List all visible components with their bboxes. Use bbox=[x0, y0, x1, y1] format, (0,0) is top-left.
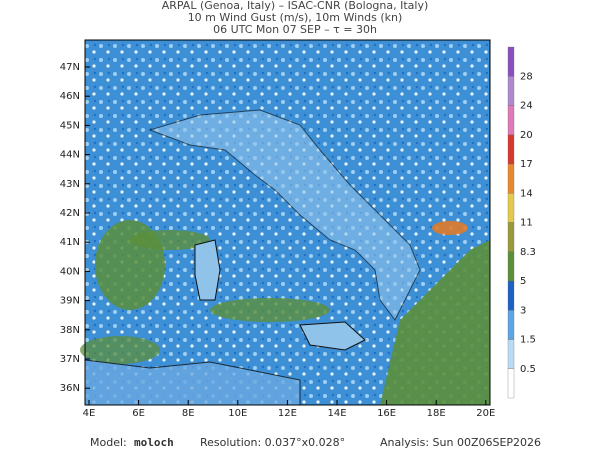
gust-area bbox=[80, 336, 160, 364]
italy-outline bbox=[148, 109, 421, 321]
colorbar-label: 1.5 bbox=[520, 335, 536, 346]
colorbar-segment bbox=[507, 76, 515, 106]
lon-label: 8E bbox=[182, 408, 195, 419]
lon-label: 14E bbox=[327, 408, 346, 419]
colorbar-label: 8.3 bbox=[520, 247, 536, 258]
lon-label: 6E bbox=[132, 408, 145, 419]
colorbar-label: 24 bbox=[520, 101, 533, 112]
gust-area bbox=[432, 221, 468, 235]
sardinia-outline bbox=[194, 239, 221, 301]
lat-label: 42N bbox=[60, 208, 80, 219]
lat-label: 45N bbox=[60, 120, 80, 131]
colorbar-label: 5 bbox=[520, 276, 526, 287]
colorbar-segment bbox=[507, 193, 515, 223]
colorbar-label: 11 bbox=[520, 218, 533, 229]
colorbar-label: 14 bbox=[520, 188, 533, 199]
colorbar-segment bbox=[507, 46, 515, 77]
gust-area bbox=[130, 230, 210, 250]
lat-label: 40N bbox=[60, 266, 80, 277]
colorbar-label: 3 bbox=[520, 305, 526, 316]
map bbox=[80, 39, 491, 406]
lat-label: 39N bbox=[60, 296, 80, 307]
colorbar-segment bbox=[507, 163, 515, 194]
colorbar-label: 17 bbox=[520, 159, 533, 170]
colorbar-segment bbox=[507, 368, 515, 399]
colorbar-label: 20 bbox=[520, 130, 533, 141]
colorbar-label: 0.5 bbox=[520, 364, 536, 375]
lat-label: 41N bbox=[60, 237, 80, 248]
colorbar-segment bbox=[507, 134, 515, 165]
sicily-outline bbox=[299, 321, 366, 351]
footer-model-label: Model: bbox=[90, 436, 127, 449]
lon-label: 10E bbox=[228, 408, 247, 419]
title-line: 06 UTC Mon 07 SEP – τ = 30h bbox=[213, 23, 377, 36]
lat-label: 43N bbox=[60, 179, 80, 190]
lon-label: 18E bbox=[427, 408, 446, 419]
lat-label: 44N bbox=[60, 150, 80, 161]
lon-label: 12E bbox=[278, 408, 297, 419]
lat-label: 36N bbox=[60, 383, 80, 394]
title-line: ARPAL (Genoa, Italy) – ISAC-CNR (Bologna… bbox=[162, 0, 429, 12]
lon-label: 4E bbox=[83, 408, 96, 419]
footer-analysis: Analysis: Sun 00Z06SEP2026 bbox=[380, 436, 541, 449]
colorbar-segment bbox=[507, 339, 515, 369]
gust-area bbox=[380, 240, 490, 405]
gust-area bbox=[210, 298, 330, 322]
lon-label: 20E bbox=[476, 408, 495, 419]
lat-label: 47N bbox=[60, 62, 80, 73]
colorbar-segment bbox=[507, 105, 515, 135]
lat-label: 46N bbox=[60, 91, 80, 102]
colorbar-segment bbox=[507, 251, 515, 282]
title-line: 10 m Wind Gust (m/s), 10m Winds (kn) bbox=[188, 11, 403, 24]
colorbar-label: 28 bbox=[520, 71, 533, 82]
footer-model: moloch bbox=[134, 436, 174, 449]
lon-label: 16E bbox=[377, 408, 396, 419]
lat-label: 38N bbox=[60, 325, 80, 336]
colorbar-segment bbox=[507, 310, 515, 340]
footer-resolution: Resolution: 0.037°x0.028° bbox=[200, 436, 345, 449]
colorbar-segment bbox=[507, 280, 515, 311]
lat-label: 37N bbox=[60, 354, 80, 365]
colorbar-segment bbox=[507, 222, 515, 252]
